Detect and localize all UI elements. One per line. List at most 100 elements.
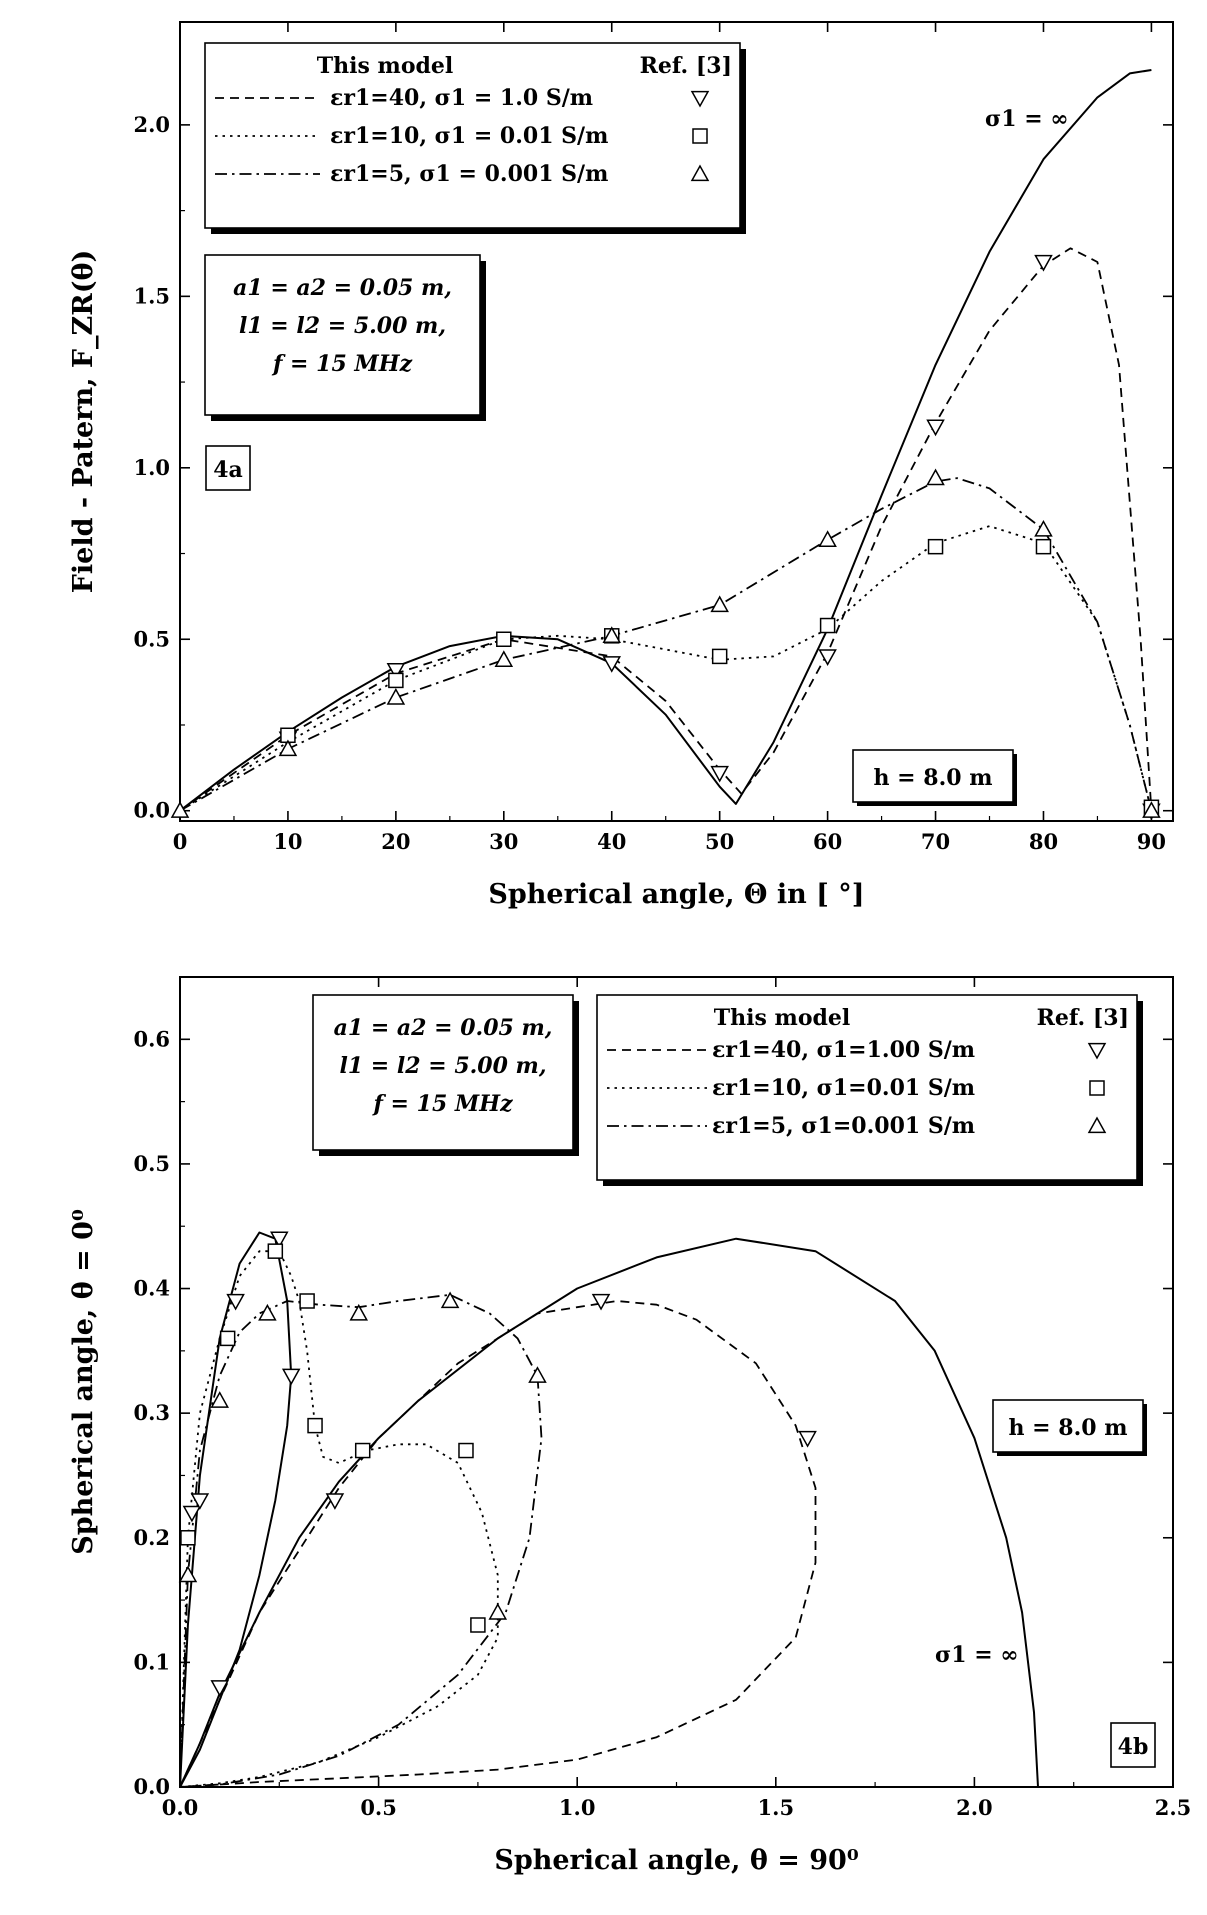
legend-entry-0: εr1=40, σ1 = 1.0 S/m [330,85,593,111]
data-marker-2 [528,1366,547,1383]
legend-entry-1: εr1=10, σ1=0.01 S/m [712,1075,975,1101]
legend-marker-1 [1089,1080,1105,1096]
panel-tag: 4a [213,457,243,483]
series-line-0 [179,1237,1039,1788]
x-tick-label: 1.5 [758,1795,795,1820]
legend-entry-0: εr1=40, σ1=1.00 S/m [712,1037,975,1063]
data-marker-0 [591,1293,611,1311]
data-marker-0 [325,1493,345,1510]
y-axis-label: Field - Patern, F_ZR(θ) [68,250,99,594]
data-marker-1 [711,648,728,665]
legend-header-model: This model [714,1005,850,1031]
series-line-2 [179,1300,817,1788]
x-tick-label: 90 [1137,829,1166,854]
data-marker-2 [488,1602,508,1620]
x-tick-label: 0 [173,829,188,854]
data-marker-2 [349,1303,369,1321]
data-marker-1 [267,1243,284,1259]
legend-entry-2: εr1=5, σ1 = 0.001 S/m [330,161,608,187]
data-marker-0 [602,656,622,673]
data-marker-1 [307,1417,323,1434]
x-tick-label: 2.5 [1155,1795,1192,1820]
data-marker-0 [190,1493,210,1510]
y-tick-label: 1.5 [133,283,170,308]
y-tick-label: 1.0 [133,455,170,480]
y-tick-label: 0.0 [133,1774,170,1799]
data-marker-2 [440,1291,460,1309]
x-tick-label: 80 [1029,829,1058,854]
legend-entry-1: εr1=10, σ1 = 0.01 S/m [330,123,608,149]
y-tick-label: 0.5 [133,626,170,651]
y-axis-label: Spherical angle, θ = 0⁰ [68,1209,99,1555]
data-marker-2 [494,650,514,667]
x-tick-label: 30 [489,829,518,854]
x-tick-label: 60 [813,829,842,854]
legend-entry-2: εr1=5, σ1=0.001 S/m [712,1113,975,1139]
plot-frame [179,21,1174,822]
data-marker-2 [710,595,729,613]
series-line-0 [179,69,1152,812]
data-marker-1 [388,672,404,689]
y-tick-label: 0.1 [133,1649,170,1674]
panel-tag-box [1110,1722,1156,1768]
y-tick-label: 0.6 [133,1026,170,1051]
y-tick-label: 0.2 [133,1525,170,1550]
legend-marker-1 [692,128,708,144]
sigma-infinity-label: σ1 = ∞ [985,106,1069,132]
data-marker-0 [182,1505,202,1523]
data-marker-1 [299,1293,315,1309]
data-marker-0 [798,1430,817,1448]
data-marker-0 [818,649,837,666]
legend-marker-0 [690,90,710,108]
param-line-0: a1 = a2 = 0.05 m, [334,1015,553,1041]
legend-marker-2 [1087,1116,1107,1134]
data-marker-0 [226,1293,245,1311]
series-line-1 [179,1231,293,1788]
series-line-4 [179,1293,543,1788]
data-marker-2 [210,1391,229,1408]
data-marker-2 [258,1303,277,1321]
legend-header-model: This model [317,53,453,79]
data-marker-2 [278,739,298,757]
data-marker-1 [819,617,836,634]
data-marker-1 [1035,538,1052,555]
x-tick-label: 0.0 [162,1795,199,1820]
legend-box [204,42,741,229]
data-marker-2 [602,626,622,643]
x-tick-label: 70 [921,829,950,854]
legend-marker-2 [690,164,710,182]
x-tick-label: 0.5 [360,1795,397,1820]
legend-box [596,994,1138,1181]
legend-header-ref: Ref. [3] [640,53,732,79]
y-tick-label: 0.4 [133,1276,170,1301]
y-tick-label: 0.3 [133,1400,170,1425]
y-tick-label: 0.5 [133,1151,170,1176]
data-marker-1 [458,1442,474,1459]
data-marker-0 [926,419,945,437]
x-tick-label: 40 [597,829,626,854]
panel-tag-box [205,445,251,491]
params-box [312,994,574,1151]
data-marker-1 [470,1617,486,1633]
data-marker-0 [1034,254,1053,272]
legend-marker-0 [1087,1042,1107,1060]
panel-tag: 4b [1118,1734,1149,1760]
y-tick-label: 0.0 [133,798,170,823]
param-line-1: l1 = l2 = 5.00 m, [239,313,446,339]
height-box [992,1399,1144,1453]
params-box [204,254,481,416]
data-marker-0 [270,1231,289,1249]
x-axis-label: Spherical angle, θ = 90⁰ [494,1845,859,1876]
param-line-2: f = 15 MHz [371,1091,513,1117]
height-label: h = 8.0 m [874,765,993,791]
data-marker-1 [496,631,512,648]
data-marker-2 [1142,801,1161,818]
panel-4b: 0.0 0.5 1.0 1.5 2.0 2.5 0.0 0.1 0.2 0.3 0.4 0.5 0.6 S… [68,976,1192,1876]
data-marker-1 [219,1330,236,1347]
x-tick-label: 50 [705,829,734,854]
data-marker-2 [1034,519,1053,537]
height-label: h = 8.0 m [1009,1415,1128,1441]
data-marker-2 [170,801,190,818]
data-marker-2 [386,688,406,705]
x-tick-label: 1.0 [559,1795,596,1820]
